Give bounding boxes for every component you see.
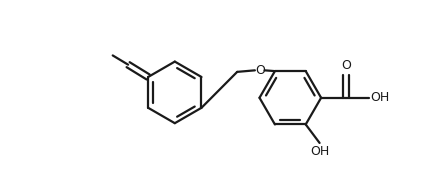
Text: O: O: [255, 64, 265, 77]
Text: OH: OH: [369, 91, 389, 104]
Text: OH: OH: [309, 145, 329, 158]
Text: O: O: [340, 59, 350, 72]
